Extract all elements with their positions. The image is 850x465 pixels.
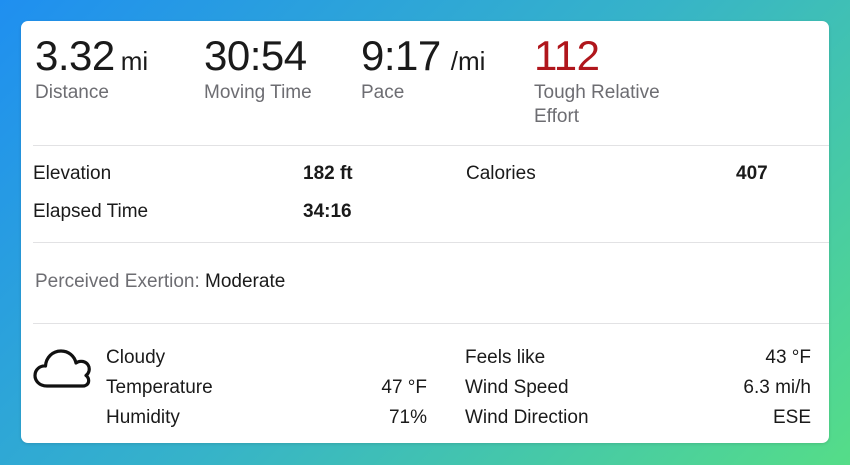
temperature-value: 47 °F — [381, 377, 427, 398]
wind-speed-value: 6.3 mi/h — [743, 377, 811, 398]
distance-unit: mi — [120, 46, 149, 76]
feels-like-label: Feels like — [465, 347, 546, 368]
perceived-exertion-value: Moderate — [205, 271, 286, 292]
stat-pace: 9:17/mi Pace — [361, 33, 485, 105]
relative-effort-label-line1: Tough Relative — [534, 82, 660, 103]
stat-moving-time: 30:54 Moving Time — [204, 33, 312, 105]
elevation-value: 182 ft — [303, 163, 353, 184]
activity-stats-card: 3.32 mi Distance 30:54 Moving Time 9:17/m… — [21, 21, 829, 443]
primary-stats: 3.32 mi Distance 30:54 Moving Time 9:17/m… — [21, 21, 829, 145]
relative-effort-value: 112 — [534, 32, 600, 79]
feels-like-value: 43 °F — [765, 347, 811, 368]
elapsed-time-value: 34:16 — [303, 201, 352, 222]
calories-label: Calories — [466, 163, 536, 184]
humidity-value: 71% — [388, 407, 427, 428]
moving-time-value: 30:54 — [204, 32, 307, 79]
wind-speed-label: Wind Speed — [465, 377, 569, 398]
weather-condition: Cloudy — [106, 347, 166, 368]
perceived-exertion-label: Perceived Exertion: — [35, 271, 200, 292]
elapsed-time-label: Elapsed Time — [33, 201, 149, 222]
relative-effort-label-line2: Effort — [534, 106, 580, 127]
calories-value: 407 — [736, 163, 768, 184]
perceived-exertion: Perceived Exertion: Moderate — [35, 270, 285, 294]
pace-label: Pace — [361, 82, 405, 103]
pace-unit: /mi — [450, 46, 486, 76]
wind-direction-label: Wind Direction — [465, 407, 589, 428]
moving-time-label: Moving Time — [204, 82, 312, 103]
pace-value: 9:17 — [361, 32, 441, 79]
stat-distance: 3.32 mi Distance — [35, 33, 148, 105]
cloud-icon — [33, 347, 91, 389]
relative-effort-label: Tough Relative Effort — [534, 81, 660, 129]
divider — [33, 145, 829, 146]
divider — [33, 323, 829, 324]
wind-direction-value: ESE — [772, 407, 811, 428]
distance-value: 3.32 — [35, 32, 115, 79]
divider — [33, 242, 829, 243]
elevation-label: Elevation — [33, 163, 112, 184]
distance-label: Distance — [35, 82, 109, 103]
stat-relative-effort[interactable]: 112 Tough Relative Effort — [534, 33, 660, 129]
humidity-label: Humidity — [106, 407, 180, 428]
temperature-label: Temperature — [106, 377, 213, 398]
